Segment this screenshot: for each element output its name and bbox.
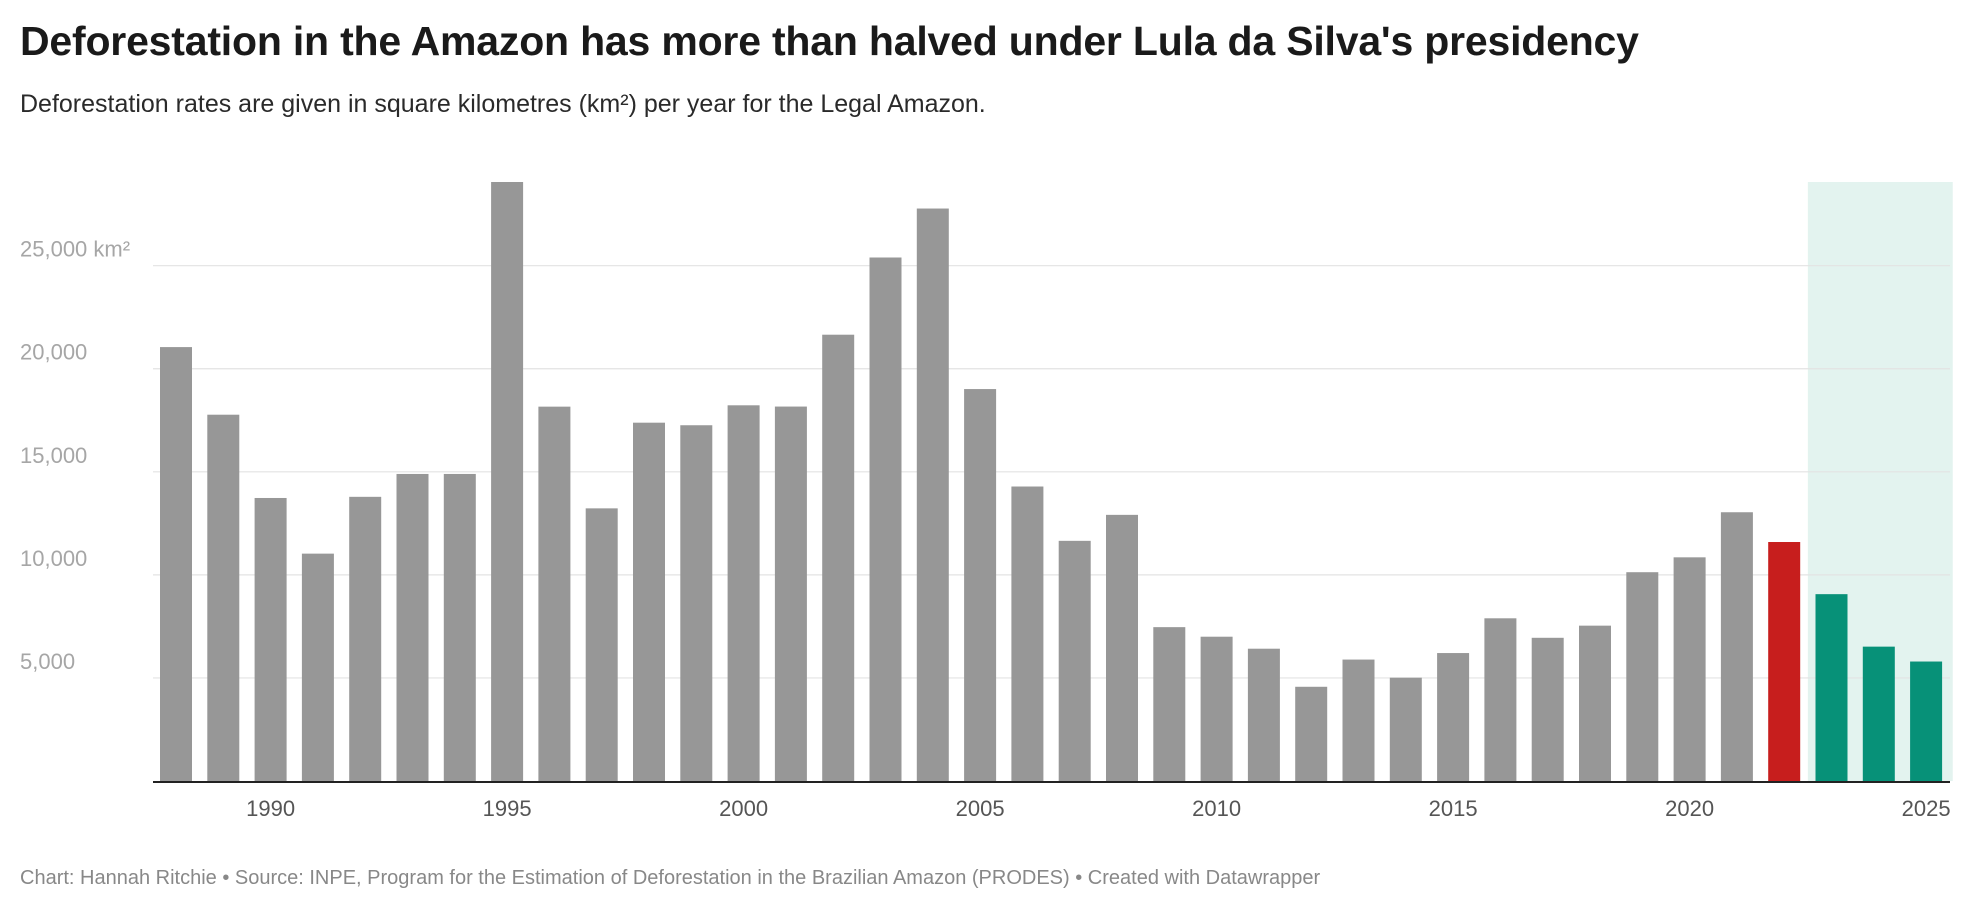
bar-2012: [1295, 686, 1328, 781]
bar-2014: [1389, 677, 1422, 781]
x-tick-label: 2010: [1192, 796, 1241, 821]
bars: [160, 182, 1943, 781]
bar-2011: [1247, 648, 1280, 781]
bar-1995: [491, 182, 524, 781]
bar-1996: [538, 406, 571, 781]
bar-2023: [1815, 594, 1848, 781]
bar-1992: [349, 496, 382, 781]
y-tick-label: 5,000: [20, 649, 75, 674]
bar-2005: [964, 389, 997, 781]
bar-2017: [1531, 637, 1564, 781]
bar-2002: [822, 334, 855, 781]
bar-2004: [916, 208, 949, 781]
x-tick-label: 1995: [483, 796, 532, 821]
x-tick-label: 2020: [1665, 796, 1714, 821]
axes: 5,000 10,000 15,000 20,000 25,000 km² 1990 199…: [20, 237, 1951, 821]
bar-2003: [869, 257, 902, 781]
bar-2025: [1910, 661, 1943, 781]
bar-2015: [1437, 653, 1470, 781]
bar-2008: [1106, 514, 1138, 781]
chart-title: Deforestation in the Amazon has more tha…: [20, 18, 1639, 64]
bar-1993: [396, 473, 429, 781]
bar-2007: [1058, 540, 1091, 781]
bar-1997: [585, 508, 618, 781]
bar-2009: [1153, 627, 1186, 781]
bar-2010: [1200, 636, 1233, 781]
bar-2006: [1011, 486, 1044, 781]
bar-1988: [160, 347, 192, 781]
bar-2016: [1484, 618, 1517, 781]
y-tick-label: 15,000: [20, 443, 87, 468]
bar-2022: [1768, 542, 1801, 781]
y-tick-label: 25,000 km²: [20, 237, 130, 262]
bar-1989: [207, 414, 240, 781]
bar-2019: [1626, 572, 1659, 781]
bar-2013: [1342, 659, 1375, 781]
bar-2021: [1720, 512, 1753, 781]
x-tick-label: 2000: [719, 796, 768, 821]
bar-2000: [727, 405, 760, 781]
chart-footer: Chart: Hannah Ritchie • Source: INPE, Pr…: [20, 867, 1321, 889]
bar-2020: [1673, 557, 1706, 781]
bar-1991: [301, 553, 334, 781]
y-tick-label: 20,000: [20, 340, 87, 365]
x-tick-label: 2015: [1429, 796, 1478, 821]
bar-2018: [1579, 625, 1611, 781]
x-tick-label: 2005: [956, 796, 1005, 821]
bar-1994: [443, 473, 476, 781]
bar-2024: [1862, 646, 1895, 781]
x-tick-label: 1990: [246, 796, 295, 821]
bar-2001: [774, 406, 807, 781]
x-tick-label: 2025: [1902, 796, 1951, 821]
chart-subtitle: Deforestation rates are given in square …: [20, 90, 986, 118]
bar-1999: [680, 425, 713, 781]
bar-1998: [633, 422, 665, 781]
bar-1990: [254, 497, 287, 781]
y-tick-label: 10,000: [20, 546, 87, 571]
